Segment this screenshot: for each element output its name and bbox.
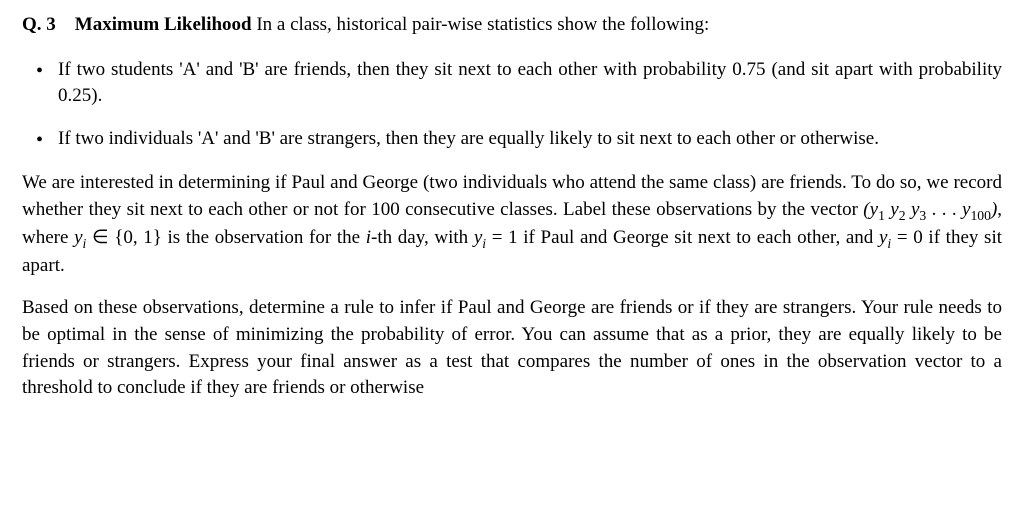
bullet-item: If two students 'A' and 'B' are friends,…: [58, 57, 1002, 110]
y-var: y: [870, 199, 878, 220]
paragraph-1: We are interested in determining if Paul…: [22, 170, 1002, 279]
sub-2: 2: [899, 208, 906, 223]
eq-0: = 0: [891, 227, 923, 248]
question-header: Q. 3 Maximum Likelihood In a class, hist…: [22, 12, 1002, 39]
sub-i: i: [83, 236, 87, 251]
dots: . . .: [926, 199, 962, 220]
y-var: y: [890, 199, 898, 220]
question-intro: In a class, historical pair-wise statist…: [256, 14, 709, 35]
question-number: Q. 3: [22, 14, 56, 35]
para1-seg4: -th day, with: [371, 227, 474, 248]
para1-seg5: if Paul and George sit next to each othe…: [518, 227, 879, 248]
bullet-list: If two students 'A' and 'B' are friends,…: [22, 57, 1002, 153]
sub-1: 1: [878, 208, 885, 223]
sub-i: i: [887, 236, 891, 251]
y-var: y: [474, 227, 482, 248]
question-title: Maximum Likelihood: [75, 14, 252, 35]
sub-i: i: [482, 236, 486, 251]
para1-seg1: We are interested in determining if Paul…: [22, 172, 1002, 220]
y-var: y: [74, 227, 82, 248]
sub-100: 100: [970, 208, 991, 223]
sub-3: 3: [919, 208, 926, 223]
set-01: {0, 1}: [114, 227, 162, 248]
paragraph-2: Based on these observations, determine a…: [22, 295, 1002, 401]
para1-seg3: is the observation for the: [162, 227, 366, 248]
eq-1: = 1: [486, 227, 518, 248]
in-symbol: ∈: [86, 227, 114, 248]
bullet-item: If two individuals 'A' and 'B' are stran…: [58, 126, 1002, 153]
